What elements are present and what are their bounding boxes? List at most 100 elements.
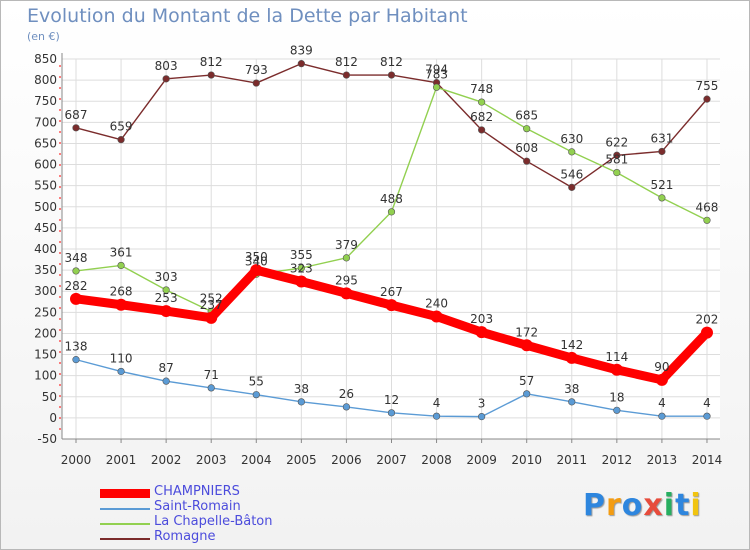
data-point xyxy=(613,151,621,159)
data-point xyxy=(478,98,486,106)
data-point xyxy=(162,75,170,83)
data-label: 521 xyxy=(650,178,673,192)
data-point xyxy=(297,398,305,406)
data-label: 631 xyxy=(650,131,673,145)
data-label: 608 xyxy=(515,141,538,155)
x-tick-label: 2000 xyxy=(61,453,92,467)
data-point xyxy=(117,261,125,270)
data-label: 12 xyxy=(384,393,399,407)
chart-title: Evolution du Montant de la Dette par Hab… xyxy=(27,5,468,27)
data-label: 685 xyxy=(515,109,538,123)
data-label: 57 xyxy=(519,374,534,388)
data-label: 812 xyxy=(380,55,403,69)
data-label: 55 xyxy=(249,375,264,389)
data-point xyxy=(385,299,398,312)
data-label: 303 xyxy=(155,270,178,284)
legend-swatch xyxy=(100,538,150,540)
legend-swatch xyxy=(100,508,150,510)
x-tick-label: 2009 xyxy=(466,453,497,467)
y-tick-label: 500 xyxy=(34,200,57,214)
data-label: 237 xyxy=(200,298,223,312)
data-label: 755 xyxy=(696,79,719,93)
data-label: 110 xyxy=(110,351,133,365)
data-label: 4 xyxy=(433,396,441,410)
data-point xyxy=(160,305,173,318)
data-point xyxy=(432,83,441,91)
data-label: 268 xyxy=(110,285,133,299)
data-point xyxy=(72,356,80,364)
y-tick-label: 200 xyxy=(34,326,57,340)
data-point xyxy=(387,409,396,417)
data-label: 546 xyxy=(560,167,583,181)
x-tick-label: 2013 xyxy=(647,453,678,467)
data-label: 748 xyxy=(470,82,493,96)
data-point xyxy=(162,286,170,294)
data-label: 340 xyxy=(245,254,268,268)
data-label: 87 xyxy=(158,361,173,375)
legend-label: Romagne xyxy=(154,529,216,544)
y-tick-label: 100 xyxy=(34,369,57,383)
x-tick-label: 2004 xyxy=(241,453,272,467)
data-point xyxy=(252,391,260,399)
data-label: 581 xyxy=(605,153,628,167)
y-tick-label: 700 xyxy=(34,115,57,129)
legend-label: La Chapelle-Bâton xyxy=(154,514,273,529)
logo-letter: i xyxy=(690,488,702,523)
data-point xyxy=(342,254,351,262)
data-label: 172 xyxy=(515,325,538,339)
data-point xyxy=(295,275,308,288)
data-point xyxy=(565,351,578,364)
proxiti-logo: Proxiti xyxy=(583,488,702,523)
logo-letter: P xyxy=(583,488,606,523)
y-tick-label: 150 xyxy=(34,348,57,362)
data-point xyxy=(430,310,443,323)
data-label: 783 xyxy=(425,67,448,81)
data-label: 38 xyxy=(294,382,309,396)
data-label: 253 xyxy=(155,291,178,305)
x-tick-label: 2008 xyxy=(421,453,452,467)
x-tick-label: 2010 xyxy=(511,453,542,467)
data-label: 267 xyxy=(380,285,403,299)
data-point xyxy=(297,60,305,68)
data-point xyxy=(342,403,351,411)
data-point xyxy=(475,326,488,339)
data-point xyxy=(520,339,533,352)
data-point xyxy=(478,126,486,134)
data-label: 682 xyxy=(470,110,493,124)
data-point xyxy=(523,125,531,133)
data-label: 350 xyxy=(245,250,268,264)
data-point xyxy=(387,71,396,79)
data-point xyxy=(658,194,666,202)
data-point xyxy=(478,413,486,421)
data-label: 794 xyxy=(425,63,448,77)
data-label: 4 xyxy=(658,396,666,410)
data-point xyxy=(658,147,666,156)
y-tick-label: 550 xyxy=(34,179,57,193)
x-tick-label: 2012 xyxy=(602,453,633,467)
data-label: 252 xyxy=(200,291,223,305)
data-point xyxy=(613,168,621,177)
logo-letter: o xyxy=(621,488,644,523)
data-label: 355 xyxy=(290,248,313,262)
logo-letter: x xyxy=(643,488,664,523)
data-label: 282 xyxy=(65,279,88,293)
x-tick-label: 2002 xyxy=(151,453,182,467)
data-label: 142 xyxy=(560,338,583,352)
data-label: 3 xyxy=(478,397,486,411)
data-label: 348 xyxy=(65,251,88,265)
y-tick-label: 50 xyxy=(42,390,57,404)
data-label: 323 xyxy=(290,262,313,276)
data-label: 38 xyxy=(564,382,579,396)
data-label: 361 xyxy=(110,245,133,259)
data-label: 26 xyxy=(339,387,354,401)
data-point xyxy=(703,216,711,224)
data-point xyxy=(162,377,170,385)
chart-subtitle: (en €) xyxy=(27,30,60,43)
data-point xyxy=(342,71,351,79)
y-tick-label: 350 xyxy=(34,263,57,277)
x-tick-label: 2003 xyxy=(196,453,227,467)
data-label: 812 xyxy=(335,55,358,69)
y-tick-label: -50 xyxy=(37,432,57,446)
data-point xyxy=(432,412,441,420)
x-tick-label: 2005 xyxy=(286,453,317,467)
